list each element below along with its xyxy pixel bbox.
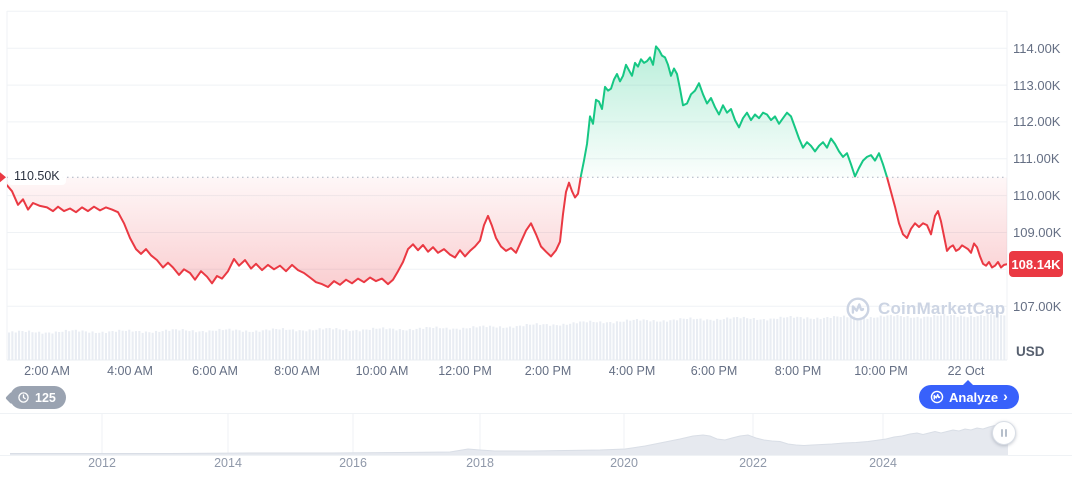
navigator-year-label: 2018 (466, 456, 494, 470)
time-axis-tick-label: 4:00 AM (107, 364, 153, 378)
navigator-year-label: 2024 (869, 456, 897, 470)
open-price-label: 110.50K (8, 167, 66, 185)
watermark-text: CoinMarketCap (878, 299, 1006, 318)
time-axis-tick-label: 6:00 AM (192, 364, 238, 378)
analyze-button-label: Analyze (949, 389, 999, 405)
time-axis-tick-label: 2:00 PM (524, 364, 572, 378)
time-axis-tick-label: 8:00 PM (774, 364, 822, 378)
time-axis-tick-label: 10:00 PM (854, 364, 908, 378)
y-axis-tick-label: 107.00K (1013, 298, 1062, 314)
time-axis-tick-label: 12:00 PM (438, 364, 492, 378)
y-axis-tick-label: 110.00K (1013, 188, 1061, 204)
navigator-handle[interactable] (992, 421, 1016, 445)
analyze-logo-icon (930, 390, 944, 404)
navigator-year-label: 2020 (610, 456, 638, 470)
coinmarketcap-logo-icon (845, 296, 871, 322)
history-count-value: 125 (35, 390, 56, 405)
y-axis-tick-label: 109.00K (1013, 224, 1062, 240)
y-axis-tick-label: 112.00K (1013, 114, 1061, 130)
coinmarketcap-watermark: CoinMarketCap (845, 296, 1005, 322)
time-axis-tick-label: 6:00 PM (690, 364, 738, 378)
currency-label: USD (1016, 344, 1045, 359)
y-axis-tick-label: 113.00K (1013, 77, 1061, 93)
history-count-badge[interactable]: 125 (10, 386, 66, 409)
y-axis-tick-label: 111.00K (1013, 151, 1060, 167)
time-axis-tick-label: 8:00 AM (274, 364, 320, 378)
navigator-year-label: 2022 (739, 456, 767, 470)
y-axis-tick-label: 114.00K (1013, 40, 1061, 56)
history-clock-icon (17, 391, 30, 404)
navigator-year-label: 2012 (88, 456, 116, 470)
time-axis-tick-label: 10:00 AM (355, 364, 409, 378)
time-axis-tick-label: 4:00 PM (608, 364, 656, 378)
current-price-badge: 108.14K (1009, 251, 1063, 277)
navigator-year-label: 2016 (339, 456, 367, 470)
time-axis-tick-label: 2:00 AM (24, 364, 70, 378)
time-axis-tick-label: 22 Oct (947, 364, 985, 378)
navigator-year-label: 2014 (214, 456, 242, 470)
analyze-button[interactable]: Analyze › (919, 380, 1019, 409)
chevron-right-icon: › (1003, 388, 1008, 404)
